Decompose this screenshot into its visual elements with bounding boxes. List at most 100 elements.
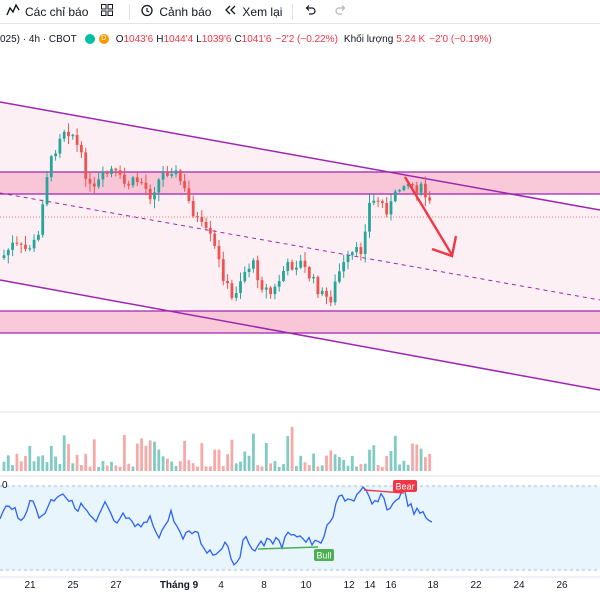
candle-body [376, 200, 380, 202]
bear-label[interactable]: Bear [393, 480, 417, 492]
volume-bar [363, 463, 367, 471]
replay-label: Xem lại [242, 4, 283, 19]
volume-bar [45, 462, 49, 471]
volume-bar [303, 462, 307, 471]
volume-bar [84, 453, 88, 471]
rewind-icon [223, 3, 237, 20]
alarm-clock-icon [140, 3, 154, 20]
symbol-legend: 025) · 4h · CBOT D O 1043'6 H 1044'4 L 1039… [0, 32, 492, 46]
forecast-arrow[interactable] [403, 176, 458, 258]
x-axis[interactable]: 21 25 27 Tháng 9 4 8 10 12 14 16 18 22 2… [24, 580, 568, 591]
support-zone[interactable] [0, 311, 600, 333]
volume-bar [15, 453, 19, 471]
candle-body [84, 152, 88, 179]
volume-bar [398, 464, 401, 471]
change-value: −2'2 (−0.22%) [275, 33, 338, 45]
volume-bar [230, 439, 234, 471]
candle-body [226, 280, 229, 284]
volume-bar [80, 465, 83, 471]
candle-body [381, 201, 384, 203]
candle-body [398, 190, 401, 192]
open-value: 1043'6 [123, 33, 154, 45]
candle-body [350, 252, 354, 256]
channel-lower-line[interactable] [0, 279, 600, 391]
volume-series [2, 426, 432, 471]
candle-body [67, 131, 70, 137]
candle-body [24, 244, 27, 249]
indicators-button[interactable]: Các chỉ báo [0, 0, 94, 23]
candle-body [71, 134, 75, 137]
volume-bar [131, 466, 135, 471]
volume-bar [174, 466, 178, 471]
layout-button[interactable] [94, 0, 125, 23]
candle-body [333, 281, 337, 303]
volume-bar [320, 465, 324, 471]
candle-body [355, 247, 358, 253]
toolbar-divider [129, 3, 131, 20]
bull-label[interactable]: Bull [314, 549, 334, 561]
volume-bar [290, 426, 294, 471]
candle-body [346, 255, 350, 263]
volume-bar [213, 449, 217, 471]
candle-body [37, 234, 40, 240]
x-axis-label: 21 [24, 580, 36, 591]
candle-body [342, 262, 346, 272]
volume-bar [389, 450, 393, 471]
candle-body [316, 277, 320, 295]
candle-body [312, 277, 315, 279]
candle-body [368, 202, 371, 232]
replay-button[interactable]: Xem lại [217, 0, 288, 23]
candle-body [372, 200, 376, 203]
high-value: 1044'4 [163, 33, 194, 45]
volume-bar [350, 455, 354, 471]
candle-body [277, 281, 281, 287]
volume-bar [67, 444, 70, 471]
toolbar-divider [292, 3, 294, 20]
candle-body [19, 243, 23, 245]
volume-bar [28, 445, 32, 471]
undo-button[interactable] [297, 0, 328, 23]
close-label: C [234, 33, 242, 45]
symbol-title[interactable]: 025) · 4h · CBOT [0, 33, 77, 45]
volume-bar [372, 445, 376, 471]
function-icon [6, 3, 20, 20]
alerts-button[interactable]: Cảnh báo [134, 0, 217, 23]
x-axis-label: 14 [364, 580, 376, 591]
candle-body [217, 245, 221, 260]
volume-bar [92, 439, 96, 471]
candle-body [105, 171, 109, 174]
candle-body [15, 242, 19, 244]
channel-upper-line[interactable] [0, 101, 600, 211]
volume-bar [148, 440, 152, 471]
candle-body [290, 261, 294, 270]
volume-bar [269, 463, 272, 471]
candle-body [230, 283, 234, 298]
volume-bar [118, 466, 122, 471]
candle-body [187, 188, 191, 201]
candle-body [49, 156, 53, 178]
x-axis-label: 10 [300, 580, 312, 591]
redo-button[interactable] [328, 0, 359, 23]
volume-bar [256, 465, 260, 471]
channel-mid-line [0, 192, 600, 301]
volume-bar [200, 443, 204, 471]
volume-bar [204, 466, 208, 471]
volume-bar [183, 440, 186, 471]
candle-body [127, 183, 131, 186]
oscillator-band [0, 486, 600, 570]
volume-bar [312, 453, 315, 471]
alerts-label: Cảnh báo [159, 4, 212, 19]
volume-bar [49, 445, 53, 471]
candle-body [123, 174, 126, 184]
bear-label-text: Bear [395, 482, 414, 492]
volume-bar [376, 465, 380, 471]
volume-bar [157, 449, 161, 471]
candle-body [243, 272, 247, 282]
candle-body [234, 292, 238, 298]
volume-bar [359, 463, 363, 471]
volume-bar [419, 448, 423, 471]
candle-body [239, 281, 242, 293]
candle-body [307, 267, 311, 279]
volume-bar [277, 466, 281, 471]
